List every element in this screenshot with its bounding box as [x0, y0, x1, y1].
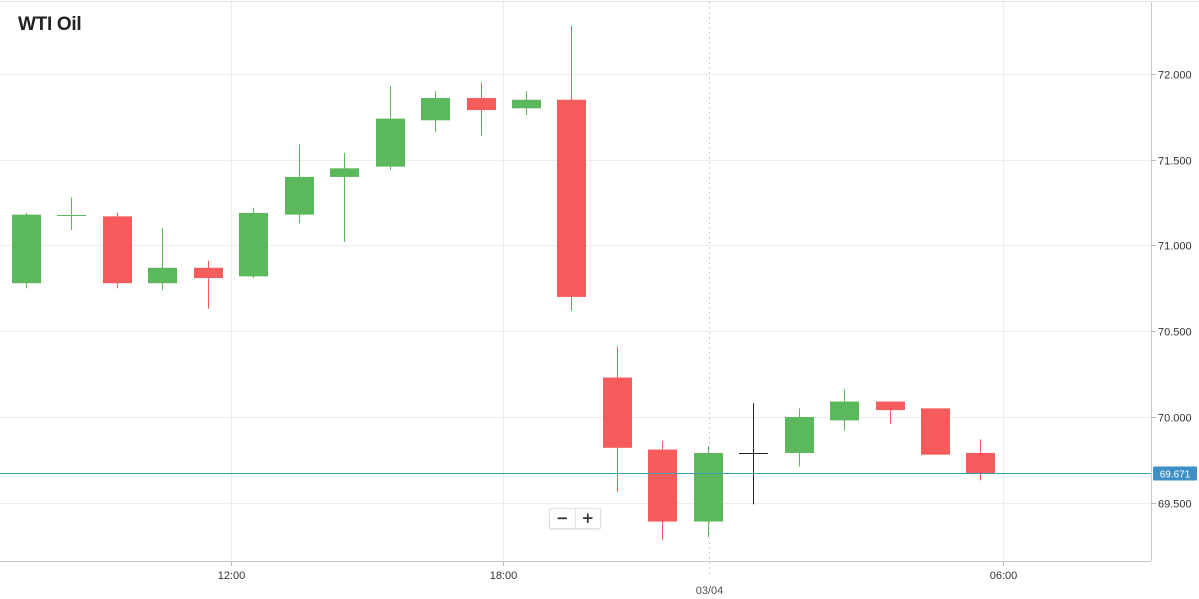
candle[interactable]	[785, 408, 814, 467]
candle[interactable]	[330, 152, 359, 243]
candle-body	[785, 416, 814, 453]
zoom-out-button[interactable]: −	[555, 509, 569, 527]
x-tick-label: 06:00	[990, 570, 1018, 582]
x-tick-label: 18:00	[490, 570, 518, 582]
candle-body	[376, 118, 405, 167]
candle[interactable]	[512, 91, 541, 116]
candle[interactable]	[876, 401, 905, 424]
candle[interactable]	[57, 197, 86, 231]
candle[interactable]	[12, 212, 41, 289]
candle-body	[285, 176, 314, 215]
candle-body	[921, 408, 950, 455]
candle-body	[194, 267, 223, 279]
candle-body	[421, 98, 450, 121]
candle-body	[694, 452, 723, 522]
candle-body	[512, 99, 541, 109]
candle-body	[966, 452, 995, 474]
candle[interactable]	[421, 91, 450, 133]
candle[interactable]	[921, 408, 950, 455]
candle-body	[148, 267, 177, 284]
y-tick-label: 72.000	[1158, 70, 1192, 82]
candle[interactable]	[194, 260, 223, 309]
candle-body	[12, 214, 41, 284]
zoom-separator	[574, 509, 576, 528]
y-tick-label: 71.500	[1158, 156, 1192, 168]
candle[interactable]	[648, 440, 677, 541]
chart-title: WTI Oil	[18, 14, 82, 35]
candle[interactable]	[557, 26, 586, 311]
candle-body	[648, 449, 677, 522]
x-tick-label: 12:00	[218, 570, 246, 582]
candle-body	[103, 216, 132, 284]
candle-body	[557, 99, 586, 297]
candle[interactable]	[376, 86, 405, 171]
candle[interactable]	[285, 144, 314, 224]
y-tick-label: 70.500	[1158, 327, 1192, 339]
zoom-in-button[interactable]: +	[581, 509, 595, 527]
y-tick-label: 69.500	[1158, 499, 1192, 511]
candle-body	[239, 212, 268, 277]
candle-body	[830, 401, 859, 421]
y-tick-label: 71.000	[1158, 241, 1192, 253]
zoom-controls: − +	[549, 508, 601, 529]
candle-body	[467, 98, 496, 111]
candle[interactable]	[148, 228, 177, 291]
candle[interactable]	[467, 82, 496, 136]
y-tick-label: 70.000	[1158, 413, 1192, 425]
current-price-label: 69.671	[1160, 470, 1191, 481]
candle-body	[330, 168, 359, 177]
candle-body	[876, 401, 905, 411]
candle[interactable]	[103, 212, 132, 289]
candle[interactable]	[966, 439, 995, 481]
date-separator-label: 03/04	[696, 585, 724, 597]
candle[interactable]	[239, 207, 268, 279]
candle-body	[603, 377, 632, 448]
current-price-badge	[1153, 466, 1197, 481]
candle[interactable]	[603, 346, 632, 493]
candle[interactable]	[694, 446, 723, 537]
candle[interactable]	[830, 389, 859, 431]
candle[interactable]	[739, 403, 768, 505]
